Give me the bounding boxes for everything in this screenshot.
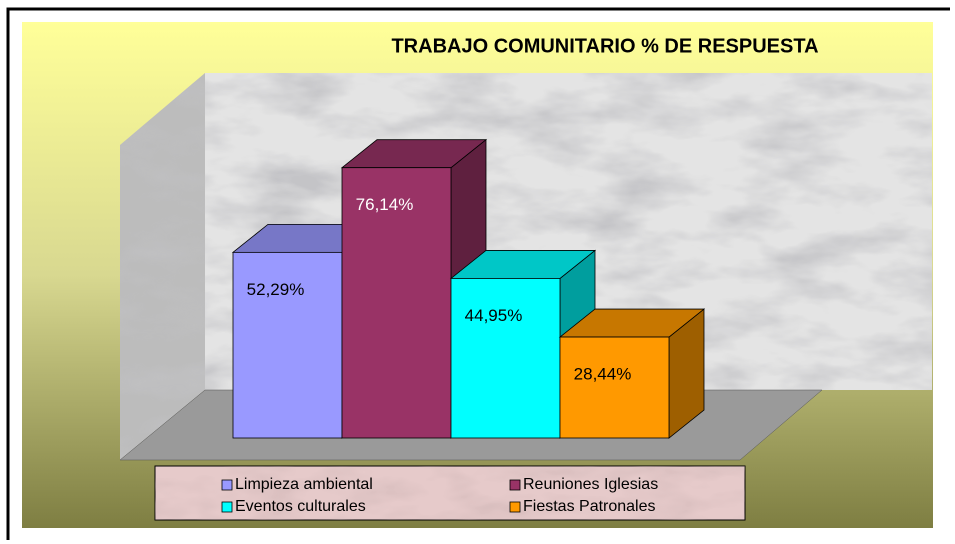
bar-front — [341, 167, 452, 439]
legend-swatch — [509, 501, 521, 513]
bar — [449, 249, 597, 439]
data-label: 44,95% — [465, 306, 523, 325]
frame — [6, 7, 950, 540]
data-label: 28,44% — [574, 365, 632, 384]
data-label: 52,29% — [247, 280, 305, 299]
chart-title: TRABAJO COMUNITARIO % DE RESPUESTA — [391, 35, 818, 57]
legend-swatch — [221, 501, 233, 513]
legend-label: Reuniones Iglesias — [523, 476, 658, 493]
legend-swatch — [221, 479, 233, 491]
bar-front — [232, 251, 343, 439]
legend-label: Fiestas Patronales — [523, 498, 656, 515]
bar — [558, 308, 706, 439]
legend — [154, 465, 746, 521]
bar-front — [559, 336, 670, 439]
legend-label: Eventos culturales — [235, 498, 366, 515]
legend-swatch — [509, 479, 521, 491]
legend-label: Limpieza ambiental — [235, 476, 373, 493]
side-wall — [120, 73, 205, 460]
data-label: 76,14% — [356, 195, 414, 214]
bar-front — [450, 278, 561, 439]
